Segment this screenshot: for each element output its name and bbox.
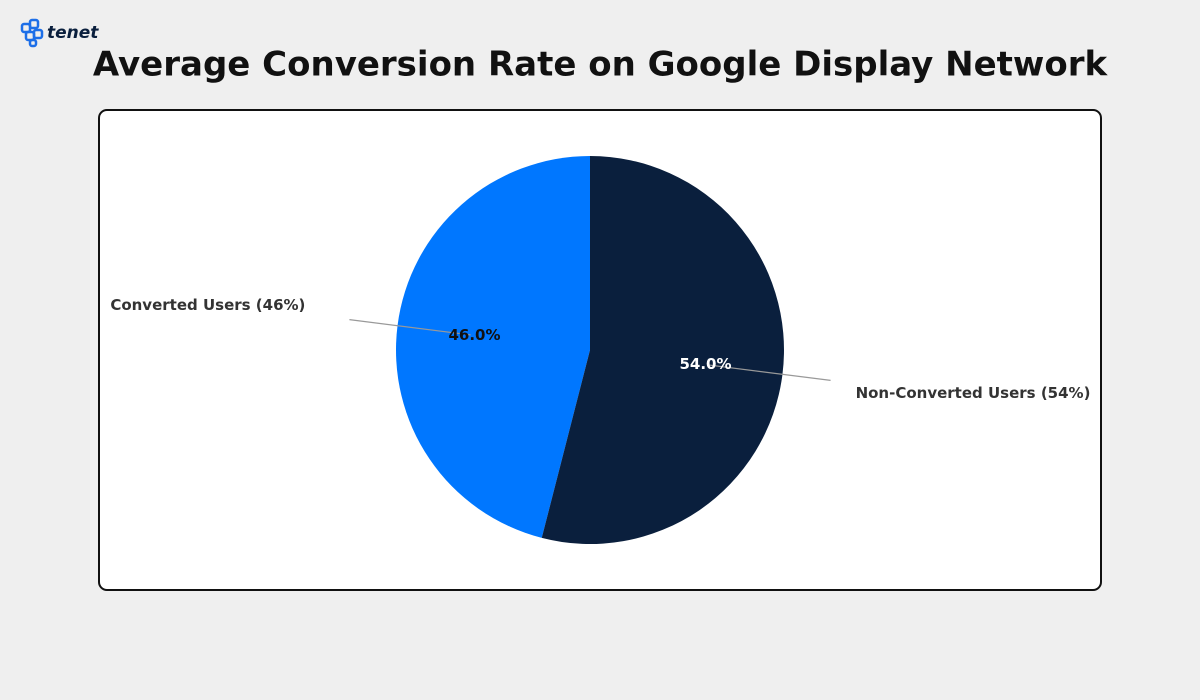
- logo: tenet: [20, 18, 99, 48]
- brand: tenet: [47, 23, 99, 43]
- value-label: 54.0%: [679, 355, 731, 373]
- leader-line: [349, 319, 471, 336]
- leader-line: [709, 364, 831, 381]
- chart-title: Average Conversion Rate on Google Displa…: [93, 45, 1109, 85]
- category-label: Converted Users (46%): [110, 296, 305, 314]
- pie-slice: [541, 156, 784, 544]
- category-label: Non-Converted Users (54%): [856, 384, 1091, 402]
- pie-slice: [395, 156, 590, 538]
- value-label: 46.0%: [448, 326, 500, 344]
